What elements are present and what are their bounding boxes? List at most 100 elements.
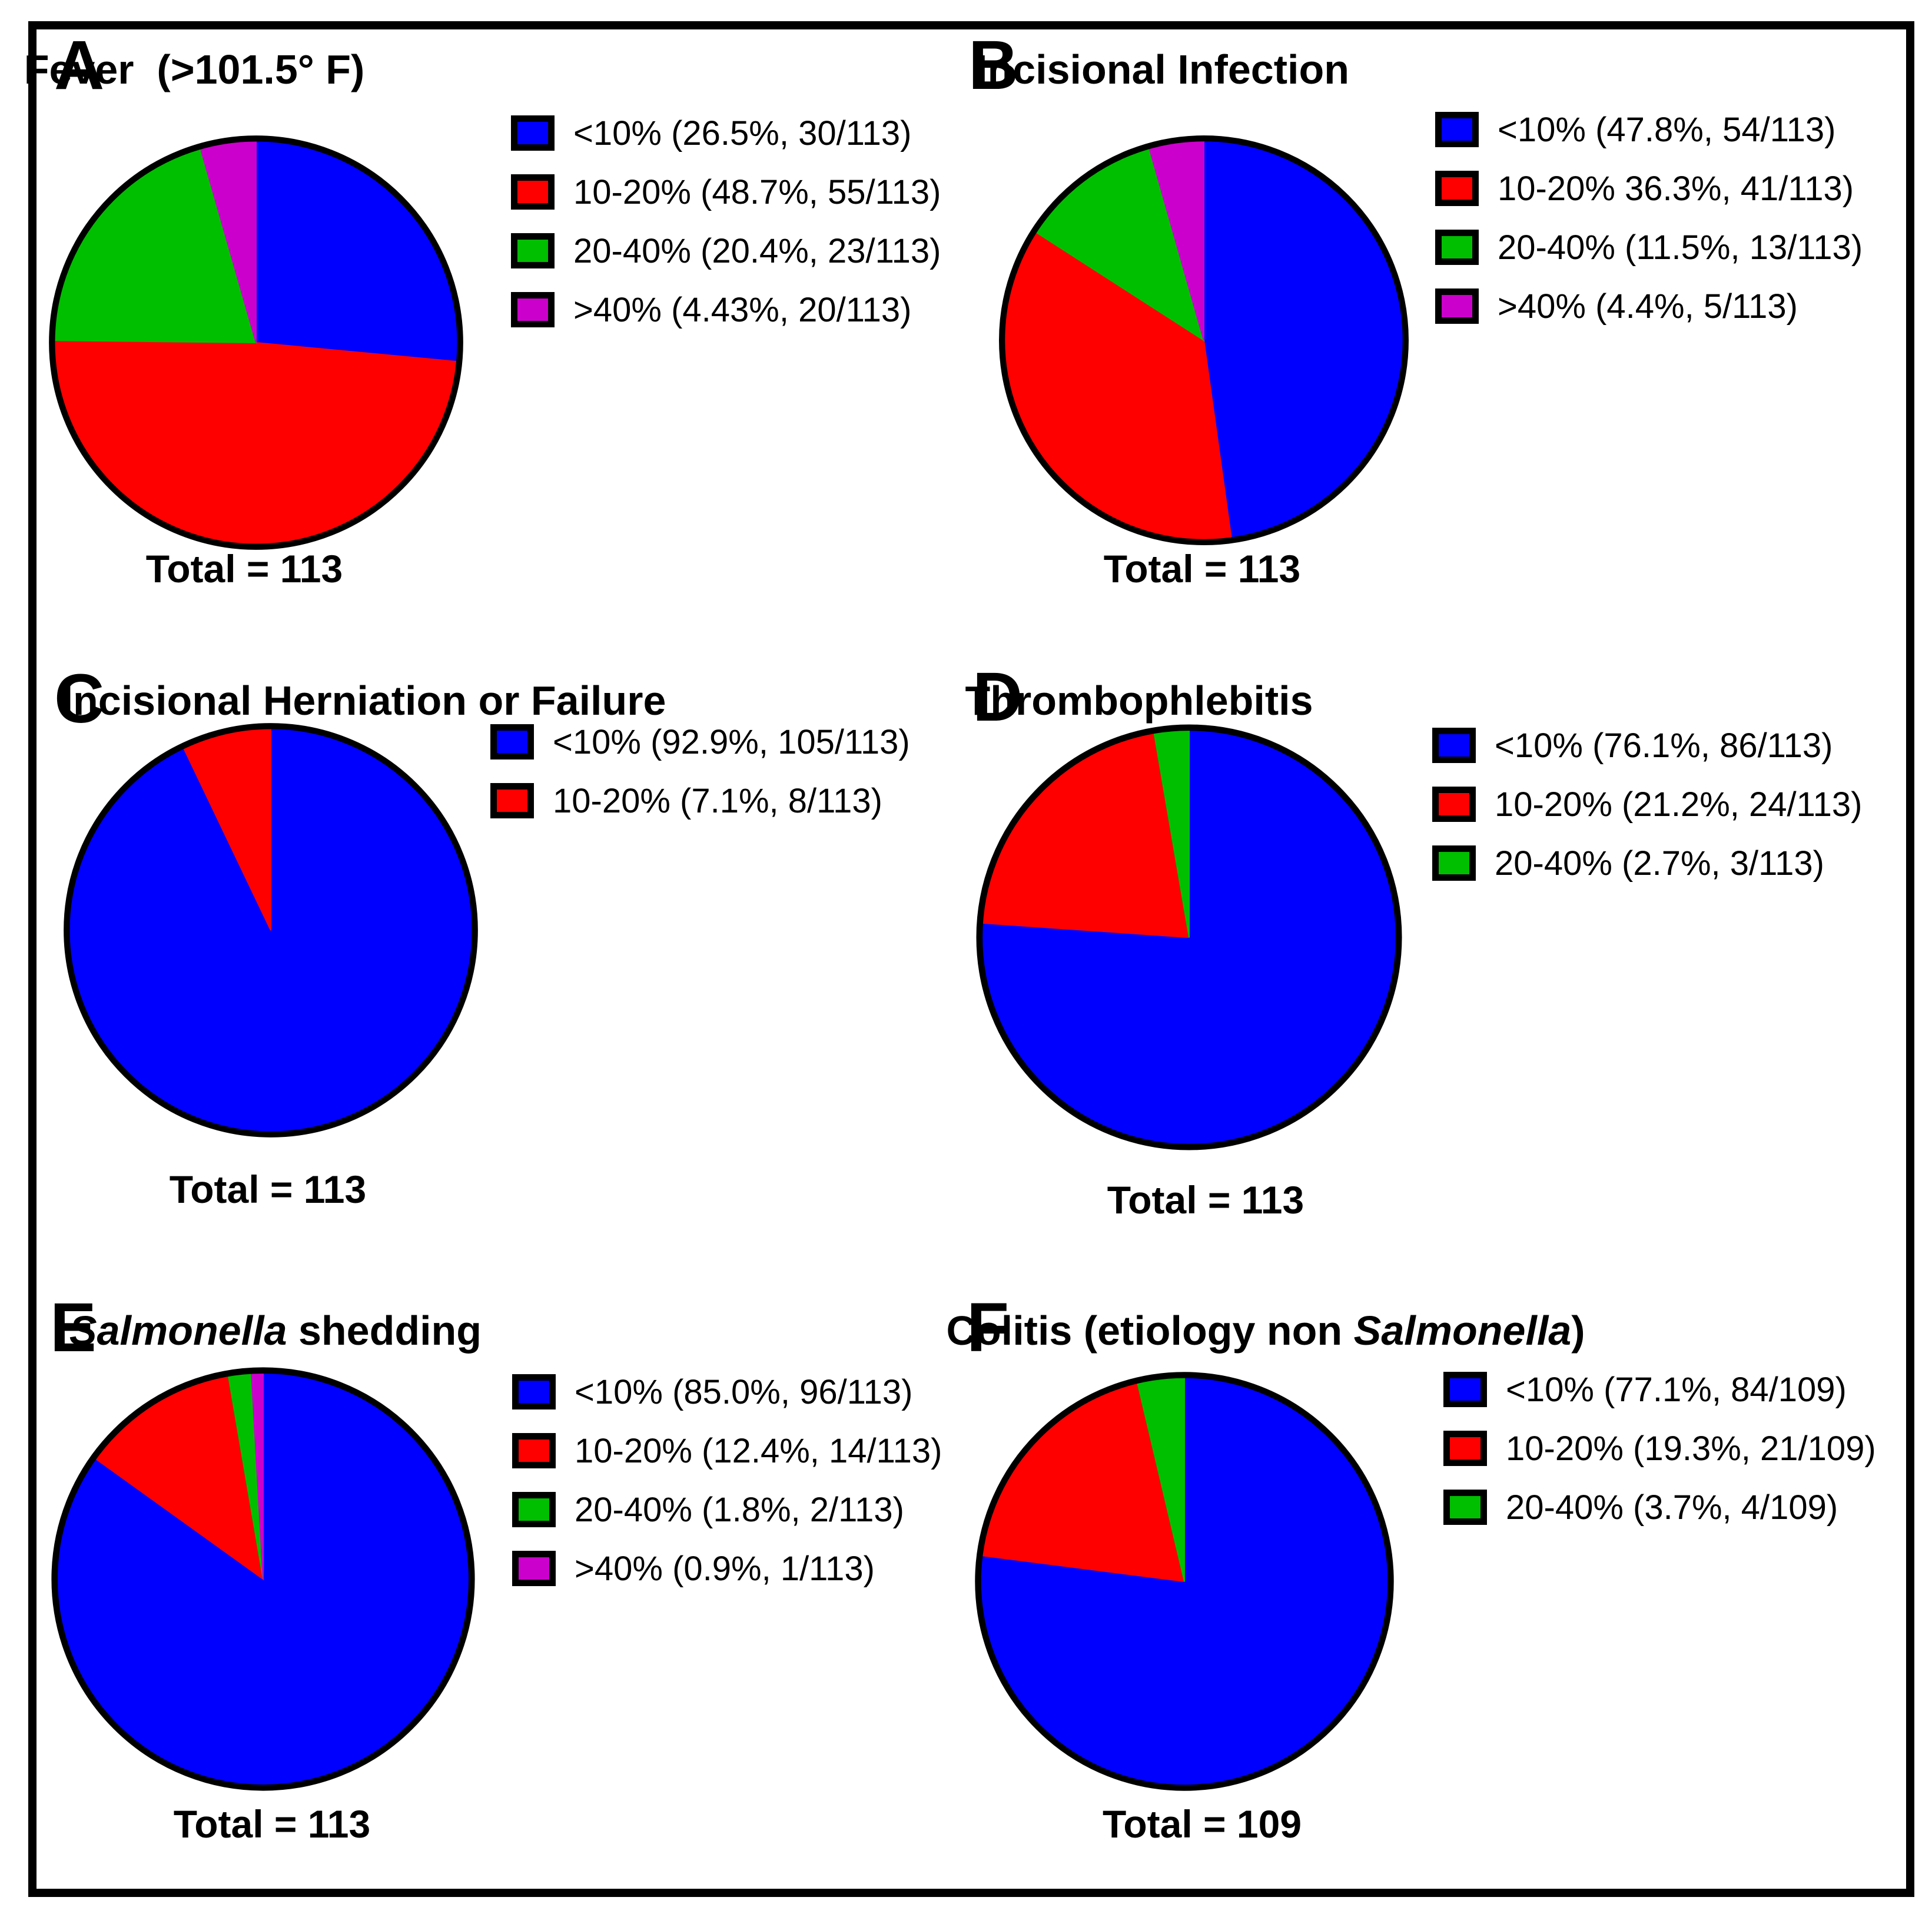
panel-d-pie-outline [976,724,1402,1150]
magenta-legend-swatch [1435,288,1479,324]
panel-f-legend-label: 20-40% (3.7%, 4/109) [1506,1488,1838,1527]
panel-e-legend-row: >40% (0.9%, 1/113) [512,1539,942,1598]
panel-c-legend-label: 10-20% (7.1%, 8/113) [553,781,882,820]
figure-frame [28,21,1914,1897]
panel-d-legend-row: 20-40% (2.7%, 3/113) [1432,834,1862,893]
panel-a-legend-row: >40% (4.43%, 20/113) [511,280,941,339]
panel-b-letter: B [968,26,1019,104]
panel-a-pie-chart [42,128,470,560]
panel-f-pie-svg [975,1372,1394,1791]
panel-c-legend-row: 10-20% (7.1%, 8/113) [490,771,910,830]
panel-d-legend-label: 20-40% (2.7%, 3/113) [1495,844,1824,883]
panel-d-letter: D [972,658,1023,736]
panel-f-legend-row: <10% (77.1%, 84/109) [1443,1360,1876,1419]
panel-d-pie-slice-10-20% [979,729,1190,938]
red-legend-swatch [1432,787,1476,822]
panel-d-legend-row: 10-20% (21.2%, 24/113) [1432,775,1862,834]
blue-legend-swatch [1432,728,1476,763]
panel-c-pie-outline [64,723,478,1137]
panel-a-legend-label: 10-20% (48.7%, 55/113) [573,173,941,211]
panel-f-legend-row: 10-20% (19.3%, 21/109) [1443,1419,1876,1478]
panel-b-legend-label: >40% (4.4%, 5/113) [1498,287,1798,326]
panel-d-legend: <10% (76.1%, 86/113) 10-20% (21.2%, 24/11… [1432,716,1862,893]
panel-e-legend: <10% (85.0%, 96/113) 10-20% (12.4%, 14/11… [512,1362,942,1598]
panel-a-title-segment: Fever (>101.5° F) [24,47,365,92]
magenta-legend-swatch [511,292,555,327]
panel-b-title-segment: Incisional Infection [976,47,1349,92]
panel-a-pie-outline [49,135,463,550]
panel-b-total-label: Total = 113 [1103,547,1301,591]
blue-legend-swatch [511,115,555,151]
panel-d-pie-svg [976,724,1402,1150]
panel-b-legend-row: 20-40% (11.5%, 13/113) [1435,218,1863,277]
panel-b-pie-chart [992,128,1416,555]
panel-d-title: Thrombophlebitis [965,678,1313,724]
panel-a-legend-row: 10-20% (48.7%, 55/113) [511,162,941,221]
panel-e-legend-label: 10-20% (12.4%, 14/113) [575,1431,942,1470]
panel-f-letter: F [967,1289,1010,1367]
panel-a-pie-slice-<10% [255,138,461,363]
panel-a-legend: <10% (26.5%, 30/113) 10-20% (48.7%, 55/11… [511,104,941,339]
panel-b-legend-row: >40% (4.4%, 5/113) [1435,277,1863,336]
panel-b-title: Incisional Infection [976,47,1349,92]
panel-e-legend-label: >40% (0.9%, 1/113) [575,1549,875,1588]
green-legend-swatch [1443,1490,1487,1525]
panel-c-pie-chart [57,716,485,1147]
panel-e-pie-outline [51,1367,475,1791]
panel-b-legend: <10% (47.8%, 54/113) 10-20% 36.3%, 41/113… [1435,100,1863,336]
panel-a-legend-label: >40% (4.43%, 20/113) [573,290,912,329]
panel-e-title-segment: Salmonella [69,1308,287,1354]
panel-a-legend-row: 20-40% (20.4%, 23/113) [511,221,941,280]
magenta-legend-swatch [512,1551,556,1586]
panel-c-title-segment: Incisional Herniation or Failure [61,678,666,724]
panel-d-total-label: Total = 113 [1107,1178,1304,1222]
panel-c-legend: <10% (92.9%, 105/113) 10-20% (7.1%, 8/113… [490,712,910,830]
panel-c-legend-row: <10% (92.9%, 105/113) [490,712,910,771]
green-legend-swatch [512,1492,556,1527]
panel-f-title-segment: ) [1571,1308,1585,1354]
green-legend-swatch [1432,845,1476,881]
red-legend-swatch [511,174,555,210]
panel-e-title: Salmonella shedding [69,1308,482,1354]
blue-legend-swatch [512,1374,556,1409]
panel-e-legend-label: <10% (85.0%, 96/113) [575,1372,913,1411]
panel-a-letter: A [54,26,105,104]
panel-e-legend-label: 20-40% (1.8%, 2/113) [575,1490,904,1529]
panel-e-legend-row: 10-20% (12.4%, 14/113) [512,1421,942,1480]
panel-c-title: Incisional Herniation or Failure [62,678,666,724]
panel-d-legend-label: 10-20% (21.2%, 24/113) [1495,785,1863,824]
panel-a-legend-label: <10% (26.5%, 30/113) [573,114,912,152]
panel-f-pie-outline [975,1372,1394,1791]
panel-d-legend-row: <10% (76.1%, 86/113) [1432,716,1862,775]
panel-b-legend-row: <10% (47.8%, 54/113) [1435,100,1863,159]
panel-b-pie-slice-<10% [1203,138,1406,541]
blue-legend-swatch [1443,1372,1487,1407]
panel-e-legend-row: <10% (85.0%, 96/113) [512,1362,942,1421]
red-legend-swatch [1443,1431,1487,1466]
panel-b-legend-label: 10-20% 36.3%, 41/113) [1498,169,1854,208]
panel-c-pie-svg [64,723,478,1137]
panel-e-legend-row: 20-40% (1.8%, 2/113) [512,1480,942,1539]
panel-f-total-label: Total = 109 [1102,1802,1302,1846]
panel-d-legend-label: <10% (76.1%, 86/113) [1495,726,1833,765]
panel-b-legend-label: <10% (47.8%, 54/113) [1498,110,1836,149]
panel-a-total-label: Total = 113 [145,547,343,591]
panel-d-pie-chart [969,717,1409,1160]
panel-f-legend-label: 10-20% (19.3%, 21/109) [1506,1429,1876,1468]
blue-legend-swatch [490,724,534,759]
panel-b-pie-svg [998,135,1409,546]
panel-a-title: Fever (>101.5° F) [24,47,365,92]
panel-c-letter: C [54,660,105,738]
panel-e-pie-svg [51,1367,475,1791]
green-legend-swatch [511,233,555,268]
panel-a-legend-label: 20-40% (20.4%, 23/113) [573,231,941,270]
panel-a-legend-row: <10% (26.5%, 30/113) [511,104,941,162]
panel-f-title-segment: Salmonella [1353,1308,1572,1354]
red-legend-swatch [1435,171,1479,206]
red-legend-swatch [490,783,534,818]
panel-f-title: Colitis (etiology non Salmonella) [946,1308,1585,1354]
panel-b-legend-label: 20-40% (11.5%, 13/113) [1498,228,1863,267]
panel-e-total-label: Total = 113 [173,1802,371,1846]
panel-a-pie-svg [49,135,463,550]
